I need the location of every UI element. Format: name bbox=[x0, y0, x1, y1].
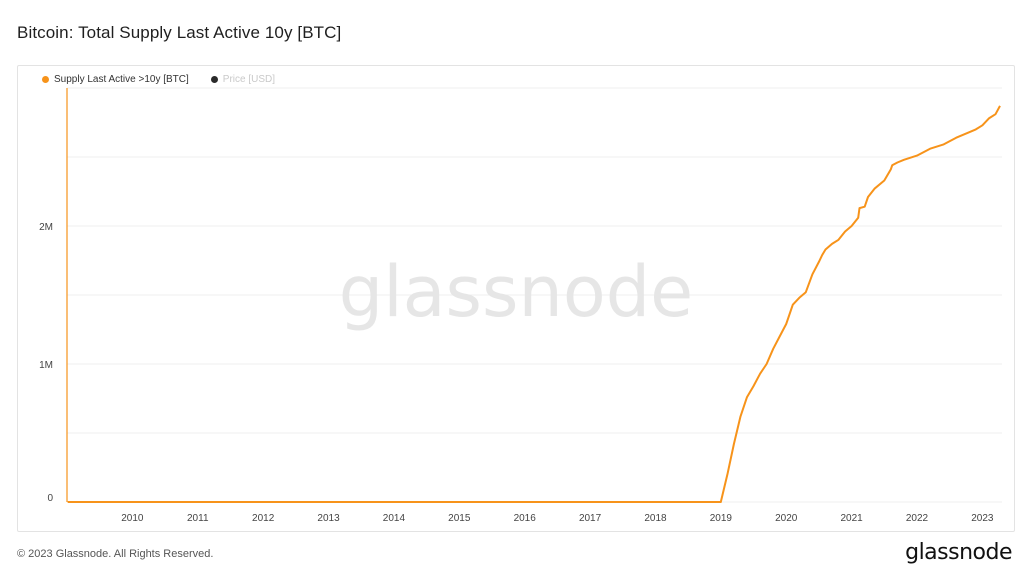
x-tick-label: 2012 bbox=[252, 513, 275, 524]
x-tick-label: 2015 bbox=[448, 513, 471, 524]
y-tick-label: 2M bbox=[39, 222, 53, 233]
legend-label-price: Price [USD] bbox=[222, 74, 276, 85]
axis-layer: 0 1M 2M 2010 2011 2012 2013 2014 2015 2016 2017 201… bbox=[39, 222, 994, 524]
x-tick-label: 2013 bbox=[317, 513, 340, 524]
legend-label-supply: Supply Last Active >10y [BTC] bbox=[54, 74, 189, 85]
x-tick-label: 2021 bbox=[840, 513, 863, 524]
grid-layer bbox=[67, 87, 1002, 503]
legend-item-price[interactable]: Price [USD] bbox=[210, 74, 276, 85]
x-tick-label: 2016 bbox=[514, 513, 537, 524]
x-tick-label: 2020 bbox=[775, 513, 798, 524]
footer-logo[interactable]: glassnode bbox=[905, 540, 1012, 565]
x-tick-label: 2022 bbox=[906, 513, 929, 524]
footer-copyright: © 2023 Glassnode. All Rights Reserved. bbox=[17, 548, 214, 560]
x-tick-label: 2010 bbox=[121, 513, 144, 524]
x-tick-label: 2019 bbox=[710, 513, 733, 524]
series-line-supply bbox=[67, 105, 1001, 503]
chart-legend: Supply Last Active >10y [BTC] Price [USD… bbox=[42, 74, 297, 85]
watermark-text: glassnode bbox=[339, 251, 693, 333]
x-tick-label: 2014 bbox=[383, 513, 406, 524]
x-tick-label: 2017 bbox=[579, 513, 602, 524]
chart-svg: glassnode 0 1M 2M 2010 2011 2012 2013 2014 2015 2… bbox=[39, 87, 1002, 524]
x-tick-label: 2011 bbox=[187, 513, 209, 524]
legend-item-supply[interactable]: Supply Last Active >10y [BTC] bbox=[42, 74, 189, 85]
chart-title: Bitcoin: Total Supply Last Active 10y [B… bbox=[17, 23, 342, 42]
legend-dot-supply-icon bbox=[42, 76, 49, 83]
y-tick-label: 0 bbox=[47, 493, 53, 504]
legend-dot-price-icon bbox=[210, 76, 218, 83]
x-tick-label: 2023 bbox=[971, 513, 994, 524]
x-tick-label: 2018 bbox=[644, 513, 667, 524]
y-tick-label: 1M bbox=[39, 360, 53, 371]
chart-panel: Supply Last Active >10y [BTC] Price [USD… bbox=[17, 65, 1015, 532]
